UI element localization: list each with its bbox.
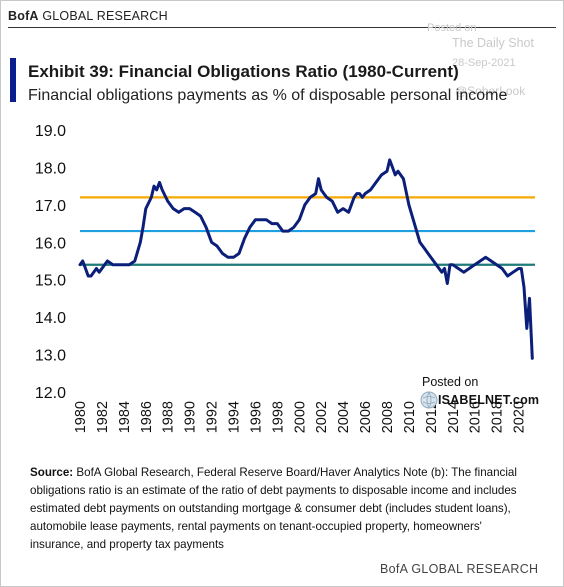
isabelnet-site: ISABELNET.com	[438, 393, 540, 407]
y-tick-label: 12.0	[35, 385, 66, 402]
reference-lines	[80, 196, 535, 266]
y-tick-label: 19.0	[35, 123, 66, 140]
isabelnet-posted: Posted on	[422, 375, 479, 389]
y-tick-label: 14.0	[35, 310, 66, 327]
series-group	[78, 158, 534, 360]
watermark-posted: Posted on	[427, 22, 477, 34]
x-tick-label: 1982	[95, 401, 111, 433]
watermark-date: 28-Sep-2021	[452, 57, 516, 69]
chart-subtitle: Financial obligations payments as % of d…	[28, 87, 508, 104]
y-axis: 19.0 18.0 17.0 16.0 15.0 14.0 13.0 12.0	[35, 123, 66, 402]
source-note: Source: BofA Global Research, Federal Re…	[30, 466, 517, 551]
x-tick-label: 2020	[512, 401, 528, 433]
x-tick-label: 2002	[314, 401, 330, 433]
x-tick-label: 2014	[446, 401, 462, 433]
y-tick-label: 18.0	[35, 160, 66, 177]
x-tick-label: 2016	[468, 401, 484, 433]
x-tick-label: 2008	[380, 401, 396, 433]
watermark-handle: @SoberLook	[455, 84, 526, 98]
y-tick-label: 16.0	[35, 235, 66, 252]
x-tick-label: 1988	[161, 401, 177, 433]
header-rule	[8, 27, 556, 28]
x-tick-label: 2006	[358, 401, 374, 433]
y-tick-label: 17.0	[35, 198, 66, 215]
brand-header: BofA GLOBAL RESEARCH	[8, 9, 168, 23]
x-tick-label: 1994	[226, 401, 242, 433]
series-line	[78, 158, 534, 360]
y-tick-label: 15.0	[35, 273, 66, 290]
x-tick-label: 1980	[73, 401, 89, 433]
x-tick-label: 2000	[292, 401, 308, 433]
x-axis: 1980 1982 1984 1986 1988 1990 1992 1994 1996 1998…	[73, 401, 528, 433]
y-tick-label: 13.0	[35, 348, 66, 365]
brand-footer: BofA GLOBAL RESEARCH	[380, 562, 539, 576]
chart-title: Exhibit 39: Financial Obligations Ratio …	[28, 62, 459, 81]
x-tick-label: 2018	[490, 401, 506, 433]
x-tick-label: 1992	[205, 401, 221, 433]
globe-icon	[420, 391, 438, 409]
x-tick-label: 2010	[402, 401, 418, 433]
x-tick-label: 1990	[183, 401, 199, 433]
x-tick-label: 2004	[336, 401, 352, 433]
x-tick-label: 2012	[424, 401, 440, 433]
title-accent-bar	[10, 58, 16, 102]
x-tick-label: 1986	[139, 401, 155, 433]
x-tick-label: 1996	[248, 401, 264, 433]
x-tick-label: 1998	[270, 401, 286, 433]
watermark-site: The Daily Shot	[452, 36, 534, 50]
x-tick-label: 1984	[117, 401, 133, 433]
